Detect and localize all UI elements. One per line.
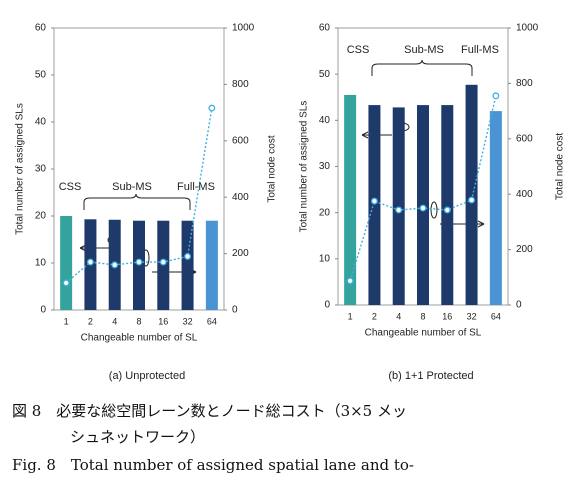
y-tick-label: 60	[35, 23, 47, 34]
bar	[181, 220, 194, 310]
cost-point	[370, 197, 378, 205]
x-tick-label: 1	[64, 316, 69, 326]
y-tick-label: 30	[35, 164, 47, 175]
bar	[344, 94, 357, 305]
cost-point	[395, 206, 403, 214]
y2-axis-label: Total node cost	[267, 135, 278, 202]
y-tick-label: 30	[319, 161, 331, 172]
annotation: Full-MS	[177, 181, 215, 193]
y-tick-label: 50	[35, 70, 47, 81]
bar	[392, 107, 405, 305]
bar	[368, 105, 381, 306]
bar	[205, 220, 218, 310]
y-tick-label: 20	[35, 211, 47, 222]
cost-point	[492, 92, 500, 100]
y2-tick-label: 1000	[232, 23, 255, 34]
cost-point	[86, 258, 94, 266]
cost-point	[468, 196, 476, 204]
x-tick-label: 1	[348, 311, 353, 321]
cost-point	[135, 258, 143, 266]
y-tick-label: 60	[319, 23, 331, 34]
x-tick-label: 32	[467, 311, 477, 321]
caption-en: Fig. 8 Total number of assigned spatial …	[12, 456, 414, 474]
cost-point	[208, 104, 216, 112]
y2-tick-label: 400	[516, 189, 533, 200]
y-tick-label: 40	[319, 115, 331, 126]
x-tick-label: 4	[112, 316, 117, 326]
x-tick-label: 4	[396, 311, 401, 321]
x-tick-label: 8	[420, 311, 425, 321]
x-tick-label: 16	[442, 311, 452, 321]
caption-jp: 図 8 必要な総空間レーン数とノード総コスト（3×5 メッ	[12, 402, 407, 420]
cost-point	[184, 252, 192, 260]
cost-point	[111, 261, 119, 269]
annotation: Full-MS	[461, 44, 499, 56]
x-tick-label: 2	[88, 316, 93, 326]
x-tick-label: 64	[491, 311, 501, 321]
subtitle: (a) Unprotected	[109, 370, 185, 382]
annotation: Sub-MS	[404, 44, 444, 56]
x-tick-label: 16	[158, 316, 168, 326]
annotation: CSS	[347, 44, 370, 56]
y-tick-label: 50	[319, 69, 331, 80]
x-tick-label: 8	[136, 316, 141, 326]
x-axis-label: Changeable number of SL	[81, 333, 198, 344]
annotation: CSS	[59, 181, 82, 193]
y-tick-label: 40	[35, 117, 47, 128]
y-axis-label: Total number of assigned SLs	[299, 101, 310, 233]
bar	[465, 84, 478, 305]
bar	[60, 216, 73, 310]
subtitle: (b) 1+1 Protected	[388, 370, 473, 382]
y2-tick-label: 400	[232, 192, 249, 203]
cost-point	[159, 258, 167, 266]
y2-tick-label: 600	[232, 135, 249, 146]
y2-tick-label: 200	[232, 248, 249, 259]
y2-tick-label: 200	[516, 244, 533, 255]
caption-jp: シュネットワーク）	[70, 428, 205, 446]
annotation: Sub-MS	[112, 181, 152, 193]
brace	[83, 193, 191, 210]
y-tick-label: 10	[35, 258, 47, 269]
y-tick-label: 20	[319, 207, 331, 218]
cost-point	[443, 206, 451, 214]
arrow-marker	[430, 201, 438, 219]
y2-tick-label: 800	[232, 79, 249, 90]
cost-point	[419, 204, 427, 212]
y-tick-label: 0	[324, 300, 330, 311]
y2-tick-label: 800	[516, 78, 533, 89]
y2-tick-label: 600	[516, 133, 533, 144]
bar	[441, 105, 454, 306]
cost-point	[346, 277, 354, 285]
y2-axis-label: Total node cost	[555, 133, 566, 200]
y2-tick-label: 1000	[516, 23, 539, 34]
y-tick-label: 0	[40, 305, 46, 316]
x-axis-label: Changeable number of SL	[365, 328, 482, 339]
x-tick-label: 64	[207, 316, 217, 326]
y-axis-label: Total number of assigned SLs	[15, 103, 26, 235]
brace	[371, 59, 473, 76]
x-tick-label: 2	[372, 311, 377, 321]
y2-tick-label: 0	[232, 305, 238, 316]
y-tick-label: 10	[319, 253, 331, 264]
x-tick-label: 32	[183, 316, 193, 326]
y2-tick-label: 0	[516, 300, 522, 311]
bar	[489, 111, 502, 305]
cost-point	[62, 279, 70, 287]
